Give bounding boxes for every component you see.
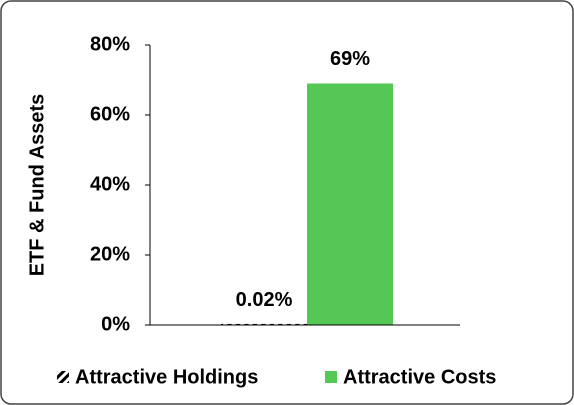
y-axis-label: ETF & Fund Assets xyxy=(26,94,48,277)
legend-swatch xyxy=(57,371,69,383)
legend-label: Attractive Costs xyxy=(343,366,496,388)
y-tick-label: 20% xyxy=(90,243,130,265)
y-tick-label: 60% xyxy=(90,103,130,125)
bar xyxy=(307,83,393,325)
bar xyxy=(221,323,307,325)
y-tick-label: 80% xyxy=(90,33,130,55)
y-tick-label: 0% xyxy=(101,313,130,335)
data-label: 0.02% xyxy=(236,289,293,311)
data-label: 69% xyxy=(330,48,370,70)
y-tick-label: 40% xyxy=(90,173,130,195)
legend-swatch xyxy=(325,371,337,383)
legend-label: Attractive Holdings xyxy=(75,366,258,388)
